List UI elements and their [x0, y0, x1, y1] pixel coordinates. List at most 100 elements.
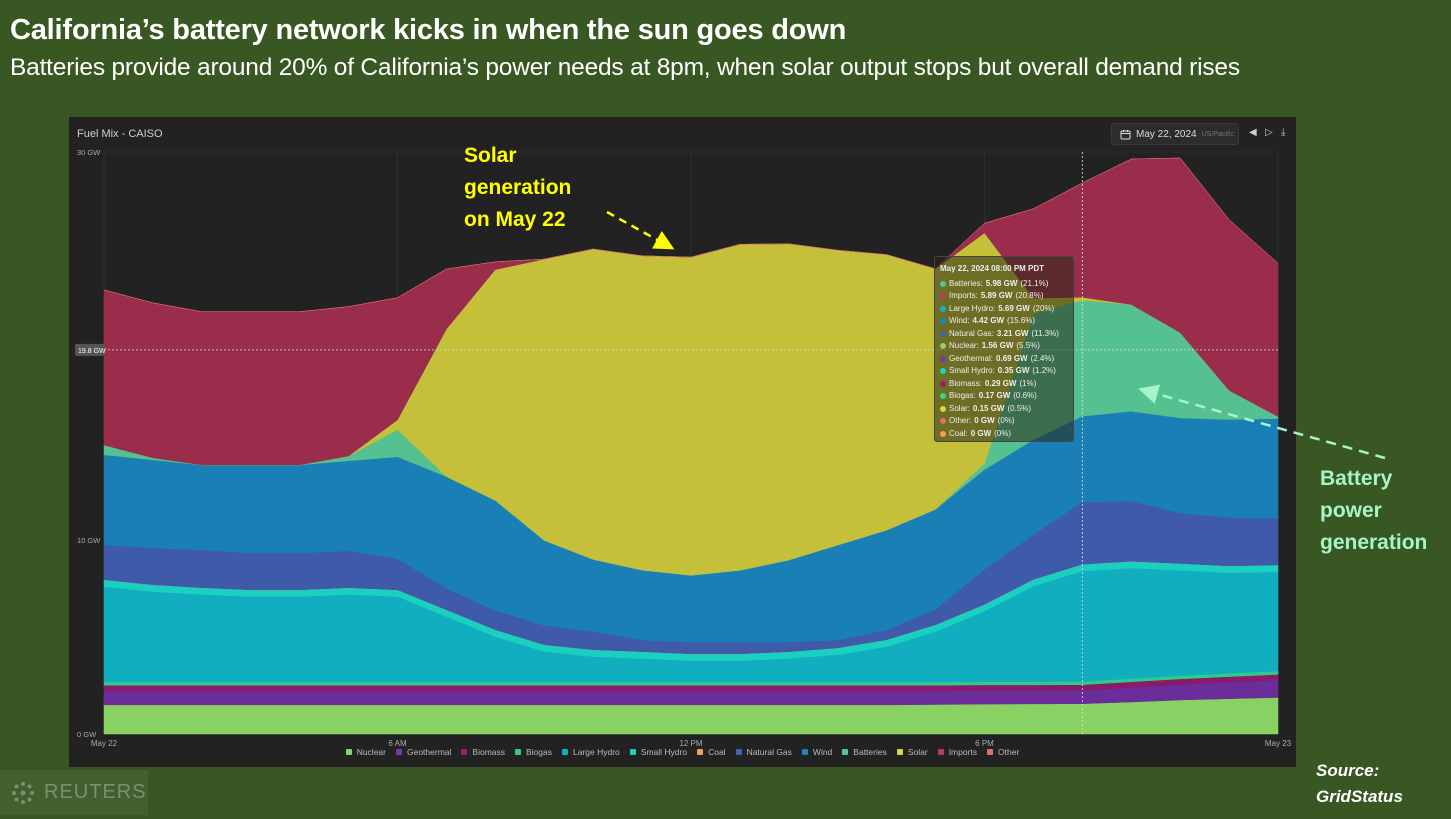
series-dot-icon — [940, 393, 946, 400]
tooltip-series-value: 0.15 GW — [972, 403, 1005, 413]
tooltip-series-value: 0 GW — [974, 416, 995, 425]
legend-label: Large Hydro — [573, 747, 620, 757]
timezone-label: US/Pacific — [1201, 130, 1234, 138]
legend-swatch — [937, 749, 944, 755]
series-dot-icon — [940, 355, 946, 362]
x-tick-label: May 23 — [1265, 739, 1292, 748]
reuters-logo: REUTERS — [0, 770, 148, 815]
legend-swatch — [842, 749, 849, 755]
series-dot-icon — [940, 430, 946, 437]
tooltip-series-name: Natural Gas: — [949, 328, 994, 338]
tooltip-series-name: Nuclear: — [949, 341, 979, 350]
tooltip-series-name: Other: — [949, 416, 972, 425]
x-tick-label: 6 PM — [975, 739, 994, 748]
tooltip-row: Small Hydro: 0.35 GW (1.2%) — [940, 365, 1068, 378]
tooltip-series-value: 5.98 GW — [985, 278, 1018, 288]
legend-item[interactable]: Solar — [896, 747, 928, 757]
legend-label: Coal — [708, 747, 726, 757]
fuel-mix-chart[interactable]: May 22 6 AM 12 PM 6 PM May 23 0 GW 10 GW 30 GW 1… — [69, 117, 1296, 767]
legend-item[interactable]: Wind — [801, 747, 832, 757]
tooltip-series-name: Large Hydro: — [949, 303, 996, 313]
legend-label: Solar — [907, 747, 928, 757]
solar-annotation: Solar generation on May 22 — [464, 140, 571, 236]
tooltip: May 22, 2024 08:00 PM PDT Batteries: 5.98… — [934, 256, 1074, 442]
solar-annotation-line: generation — [464, 176, 572, 199]
legend-item[interactable]: Batteries — [842, 747, 887, 757]
legend-swatch — [562, 749, 568, 755]
crosshair-label: 19.8 GW — [78, 348, 106, 355]
tooltip-series-value: 0.69 GW — [996, 353, 1028, 363]
tooltip-series-pct: (1.2%) — [1032, 366, 1056, 375]
chevron-right-icon[interactable]: ▷ — [1265, 127, 1273, 138]
legend-item[interactable]: Imports — [937, 747, 978, 757]
tooltip-row: Biogas: 0.17 GW (0.6%) — [940, 390, 1068, 403]
tooltip-series-value: 0.17 GW — [978, 391, 1011, 400]
series-dot-icon — [940, 280, 946, 287]
legend-item[interactable]: Coal — [697, 747, 726, 757]
tooltip-row: Natural Gas: 3.21 GW (11.3%) — [940, 328, 1068, 341]
legend-swatch — [629, 749, 636, 755]
legend-item[interactable]: Other — [987, 747, 1019, 757]
tooltip-row: Geothermal: 0.69 GW (2.4%) — [940, 353, 1068, 366]
tooltip-series-name: Biomass: — [949, 378, 982, 388]
tooltip-series-name: Geothermal: — [949, 353, 994, 363]
legend-item[interactable]: Nuclear — [345, 747, 386, 757]
legend-swatch — [735, 749, 742, 755]
date-value: May 22, 2024 — [1136, 128, 1197, 140]
legend-label: Batteries — [853, 747, 887, 757]
legend-label: Biogas — [526, 747, 552, 757]
tooltip-series-name: Biogas: — [949, 391, 976, 400]
legend-label: Nuclear — [356, 747, 386, 757]
y-tick-label: 0 GW — [77, 730, 97, 739]
legend-swatch — [461, 749, 468, 755]
tooltip-row: Other: 0 GW (0%) — [940, 415, 1068, 428]
slide-subtitle: Batteries provide around 20% of Californ… — [10, 54, 1240, 81]
legend-swatch — [987, 749, 994, 755]
area-other[interactable] — [103, 157, 1279, 312]
tooltip-row: Solar: 0.15 GW (0.5%) — [940, 403, 1068, 416]
legend-item[interactable]: Geothermal — [395, 747, 452, 757]
legend-label: Other — [998, 747, 1020, 757]
panel-title: Fuel Mix - CAISO — [77, 128, 163, 140]
legend-item[interactable]: Natural Gas — [735, 747, 792, 757]
battery-annotation-line: power — [1320, 499, 1382, 522]
legend-swatch — [515, 749, 521, 755]
series-dot-icon — [940, 330, 946, 337]
series-dot-icon — [940, 405, 946, 412]
legend-item[interactable]: Biogas — [515, 747, 552, 757]
series-dot-icon — [940, 318, 946, 325]
tooltip-row: Nuclear: 1.56 GW (5.5%) — [940, 340, 1068, 353]
series-dot-icon — [940, 305, 946, 312]
tooltip-row: Wind: 4.42 GW (15.6%) — [940, 315, 1068, 328]
tooltip-series-pct: (5.5%) — [1016, 341, 1040, 350]
tooltip-series-pct: (0.6%) — [1013, 391, 1037, 400]
legend-item[interactable]: Large Hydro — [562, 747, 620, 757]
legend-item[interactable]: Small Hydro — [629, 747, 687, 757]
tooltip-series-name: Coal: — [949, 428, 968, 438]
tooltip-row: Imports: 5.89 GW (20.8%) — [940, 290, 1068, 303]
legend-item[interactable]: Biomass — [461, 747, 505, 757]
chevron-left-icon[interactable]: ◀ — [1249, 127, 1257, 138]
legend: Nuclear Geothermal Biomass Biogas Large Hydr… — [69, 747, 1296, 757]
date-picker[interactable]: May 22, 2024 US/Pacific — [1111, 123, 1239, 145]
download-icon[interactable]: ⤓ — [1281, 127, 1286, 138]
tooltip-series-name: Small Hydro: — [949, 366, 995, 375]
source-label: Source: — [1316, 761, 1380, 780]
legend-label: Imports — [948, 747, 978, 757]
tooltip-series-pct: (20%) — [1032, 303, 1055, 313]
battery-annotation: Battery power generation — [1320, 463, 1427, 559]
tooltip-series-value: 5.69 GW — [998, 303, 1030, 313]
tooltip-series-value: 5.89 GW — [980, 291, 1013, 300]
tooltip-series-name: Batteries: — [949, 278, 983, 288]
tooltip-series-pct: (20.8%) — [1015, 291, 1044, 300]
series-dot-icon — [940, 418, 946, 425]
x-tick-label: 6 AM — [388, 739, 407, 748]
calendar-icon — [1120, 129, 1131, 139]
source-name: GridStatus — [1316, 787, 1403, 806]
x-tick-label: May 22 — [91, 739, 118, 748]
crosshair-label-bg — [75, 343, 105, 356]
legend-label: Geothermal — [406, 747, 452, 757]
reuters-dots-icon — [12, 781, 34, 804]
series-dot-icon — [940, 368, 946, 375]
tooltip-header: May 22, 2024 08:00 PM PDT — [940, 264, 1045, 273]
